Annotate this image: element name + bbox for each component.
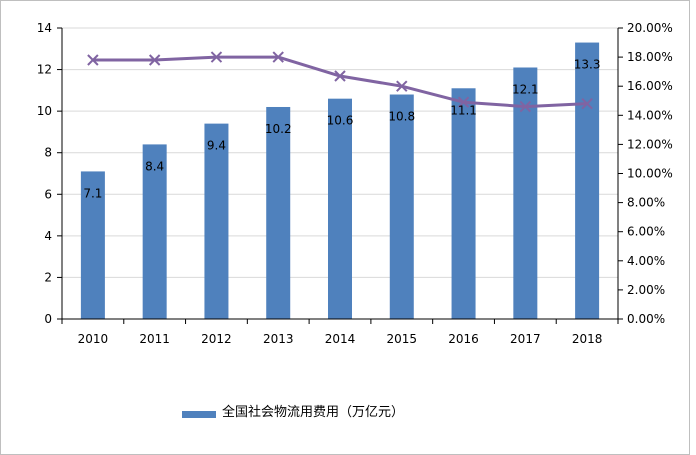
bar <box>266 106 291 319</box>
line-point-stroke <box>210 51 223 63</box>
legend-label: 全国社会物流用费用（万亿元） <box>222 405 405 420</box>
x-tick-label: 2018 <box>572 332 603 346</box>
x-tick-label: 2015 <box>387 332 418 346</box>
line-point-stroke <box>519 100 532 113</box>
line-point-stroke <box>87 54 99 66</box>
bar-data-label: 10.8 <box>388 110 415 124</box>
y-right-tick-label: 16.00% <box>627 79 673 93</box>
line-point <box>396 80 408 92</box>
y-left-tick-label: 4 <box>44 229 52 243</box>
y-left-tick-label: 14 <box>37 21 52 35</box>
y-left-tick-label: 12 <box>37 63 52 77</box>
y-left-tick-label: 8 <box>44 146 52 160</box>
y-left-tick-label: 0 <box>44 312 52 326</box>
line-series <box>87 51 593 113</box>
y-left-tick-label: 2 <box>44 270 52 284</box>
y-right-tick-label: 2.00% <box>627 283 665 297</box>
line-point-stroke <box>148 54 161 66</box>
bar-data-label: 13.3 <box>574 58 601 72</box>
bar <box>513 67 538 319</box>
bar-data-label: 10.6 <box>327 114 354 128</box>
bar-data-label: 8.4 <box>145 159 164 173</box>
y-right-tick-label: 6.00% <box>627 225 665 239</box>
bar <box>389 94 414 319</box>
axes: 0 2 4 6 8 10 12 14 0.00% 2.00% 4.00% 6.00% 8.00% 10.0… <box>37 21 673 346</box>
line-point <box>457 96 470 108</box>
x-tick-label: 2011 <box>139 332 170 346</box>
line-point <box>87 54 99 66</box>
bar-data-label: 12.1 <box>512 82 539 96</box>
x-tick-label: 2014 <box>325 332 356 346</box>
legend-swatch <box>182 411 216 418</box>
bar <box>80 171 105 319</box>
line-point <box>519 100 532 113</box>
data-labels: 7.1 8.4 9.4 10.2 10.6 10.8 11.1 12.1 13.3 <box>83 58 600 201</box>
y-right-tick-label: 0.00% <box>627 312 665 326</box>
bar <box>204 123 229 319</box>
x-tick-label: 2017 <box>510 332 541 346</box>
x-tick-label: 2016 <box>448 332 479 346</box>
bar-data-label: 7.1 <box>83 186 102 200</box>
y-right-tick-label: 20.00% <box>627 21 673 35</box>
bar <box>328 98 352 320</box>
line-point <box>210 51 223 63</box>
x-tick-label: 2013 <box>263 332 294 346</box>
line-point <box>148 54 161 66</box>
line-point <box>581 97 593 110</box>
bar <box>451 88 476 320</box>
y-left-tick-label: 10 <box>37 104 52 118</box>
line-point-stroke <box>457 96 470 108</box>
y-right-tick-label: 10.00% <box>627 167 673 181</box>
line-point-stroke <box>581 97 593 110</box>
line-point-stroke <box>272 51 284 63</box>
line-point <box>334 70 346 82</box>
y-right-tick-label: 4.00% <box>627 254 665 268</box>
y-right-tick-label: 14.00% <box>627 108 673 122</box>
line-point-stroke <box>396 80 408 92</box>
y-left-tick-label: 6 <box>44 187 52 201</box>
bar-series <box>80 42 600 320</box>
x-tick-label: 2012 <box>201 332 232 346</box>
line-point-stroke <box>334 70 346 82</box>
bar-data-label: 10.2 <box>265 122 292 136</box>
y-right-tick-label: 12.00% <box>627 137 673 151</box>
bar-data-label: 9.4 <box>207 139 226 153</box>
bar <box>142 144 167 319</box>
bar-data-label: 11.1 <box>450 103 477 117</box>
bar <box>575 42 600 320</box>
line-point <box>272 51 284 63</box>
y-right-tick-label: 8.00% <box>627 196 665 210</box>
x-tick-label: 2010 <box>78 332 109 346</box>
y-right-tick-label: 18.00% <box>627 50 673 64</box>
